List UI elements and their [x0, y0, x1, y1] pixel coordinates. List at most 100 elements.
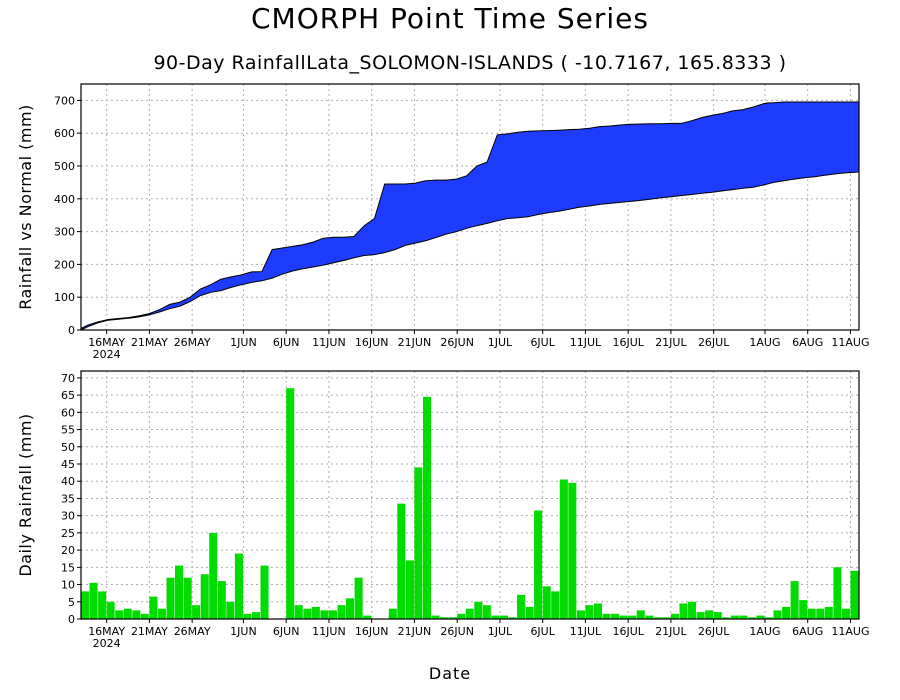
- daily-rainfall-bar: [226, 601, 235, 619]
- daily-rainfall-bar: [602, 613, 611, 619]
- daily-rainfall-bar: [98, 591, 107, 619]
- daily-rainfall-bar: [551, 591, 560, 619]
- y-tick-label: 15: [61, 561, 75, 574]
- daily-rainfall-bar: [363, 615, 372, 619]
- x-tick-label: 26MAY: [174, 625, 211, 638]
- daily-rainfall-bar: [534, 510, 543, 619]
- daily-rainfall-bar: [491, 615, 500, 619]
- x-tick-label: 21JUN: [398, 625, 432, 638]
- daily-rainfall-bar: [106, 601, 115, 619]
- y-tick-label: 400: [54, 193, 75, 206]
- daily-rainfall-bar: [662, 617, 671, 619]
- x-tick-label: 6JUL: [530, 336, 555, 349]
- plot-border: [80, 370, 860, 620]
- x-tick-label: 21MAY: [131, 625, 168, 638]
- x-tick-label: 21MAY: [131, 336, 168, 349]
- daily-rainfall-bar: [525, 606, 534, 619]
- x-tick-label: 26MAY: [174, 336, 211, 349]
- y-tick-label: 300: [54, 226, 75, 239]
- daily-rainfall-bar: [81, 591, 90, 619]
- x-tick-label: 21JUL: [655, 336, 687, 349]
- daily-rainfall-bar: [611, 613, 620, 619]
- y-tick-label: 10: [61, 579, 75, 592]
- daily-rainfall-bar: [747, 617, 756, 619]
- daily-rainfall-bar: [457, 613, 466, 619]
- x-tick-label: 1JUN: [230, 336, 257, 349]
- x-tick-label: 6AUG: [792, 625, 823, 638]
- accumulated-rainfall-plot: 0 100 200 300 400 500 600 700 16MAY 21MAY 26MAY 1JU…: [16, 83, 870, 361]
- daily-rainfall-bar: [756, 615, 765, 619]
- y-tick-label: 500: [54, 160, 75, 173]
- daily-rainfall-bar: [619, 615, 628, 619]
- daily-rainfall-bar: [337, 605, 346, 619]
- daily-rainfall-bar: [465, 608, 474, 619]
- daily-rainfall-bar: [730, 615, 739, 619]
- daily-rainfall-bar: [397, 503, 406, 619]
- x-tick-label: 16MAY: [88, 336, 125, 349]
- daily-rainfall-bar: [448, 617, 457, 619]
- daily-rainfall-bar: [773, 610, 782, 619]
- daily-rainfall-bar: [799, 600, 808, 619]
- chart-title: CMORPH Point Time Series: [251, 2, 649, 35]
- daily-rainfall-bar: [243, 613, 252, 619]
- x-tick-label: 6AUG: [792, 336, 823, 349]
- x-tick-label: 21JUN: [398, 336, 432, 349]
- x-tick-label: 16JUL: [612, 625, 644, 638]
- y-tick-label: 20: [61, 544, 75, 557]
- daily-rainfall-bar: [217, 581, 226, 619]
- daily-rainfall-bar: [705, 610, 714, 619]
- x-year-label: 2024: [93, 637, 121, 650]
- x-tick-label: 11JUN: [312, 625, 346, 638]
- x-tick-label: 1JUL: [488, 336, 513, 349]
- daily-rainfall-bar: [722, 617, 731, 619]
- x-tick-label: 11JUL: [570, 625, 602, 638]
- daily-rainfall-bar: [816, 608, 825, 619]
- daily-rainfall-bar: [311, 606, 320, 619]
- x-tick-label: 16JUN: [355, 336, 389, 349]
- daily-rainfall-bar: [414, 467, 423, 619]
- daily-rainfall-bar: [157, 608, 166, 619]
- x-tick-label: 11AUG: [831, 625, 869, 638]
- daily-rainfall-bar: [850, 570, 859, 619]
- daily-rainfall-bar: [636, 610, 645, 619]
- x-tick-label: 11AUG: [831, 336, 869, 349]
- y-tick-label: 600: [54, 127, 75, 140]
- plot-border: [80, 83, 860, 331]
- daily-rainfall-bar: [252, 612, 261, 619]
- rainfall-vs-normal-area: [81, 102, 859, 330]
- x-axis-label: Date: [428, 664, 472, 683]
- daily-rainfall-bar: [628, 615, 637, 619]
- daily-rainfall-bar: [132, 610, 141, 619]
- daily-rainfall-bar: [209, 532, 218, 619]
- x-tick-label: 16JUN: [355, 625, 389, 638]
- daily-rainfall-bar: [765, 617, 774, 619]
- y-tick-label: 0: [68, 613, 75, 626]
- y-tick-label: 30: [61, 510, 75, 523]
- daily-rainfall-bar: [576, 610, 585, 619]
- daily-rainfall-bar: [594, 603, 603, 619]
- x-tick-label: 6JUN: [273, 625, 300, 638]
- daily-rainfall-bar: [474, 601, 483, 619]
- daily-rainfall-bar: [568, 482, 577, 619]
- daily-rainfall-bar: [115, 610, 124, 619]
- daily-rainfall-bar: [688, 601, 697, 619]
- daily-rainfall-bar: [585, 605, 594, 619]
- x-tick-label: 1AUG: [749, 625, 780, 638]
- daily-rainfall-bar: [499, 615, 508, 619]
- x-tick-label: 11JUN: [312, 336, 346, 349]
- y-tick-label: 700: [54, 94, 75, 107]
- daily-rainfall-bar: [140, 613, 149, 619]
- daily-rainfall-bar: [517, 594, 526, 619]
- y-tick-label: 5: [68, 596, 75, 609]
- daily-rainfall-bar: [670, 613, 679, 619]
- y-tick-label: 55: [61, 424, 75, 437]
- daily-rainfall-bar: [508, 617, 517, 619]
- daily-rainfall-bar: [388, 608, 397, 619]
- daily-rainfall-bar: [542, 586, 551, 619]
- daily-rainfall-bar: [294, 605, 303, 619]
- y-tick-label: 25: [61, 527, 75, 540]
- daily-rainfall-bar: [423, 396, 432, 619]
- daily-rainfall-bar: [234, 553, 243, 619]
- normal-line: [80, 171, 860, 331]
